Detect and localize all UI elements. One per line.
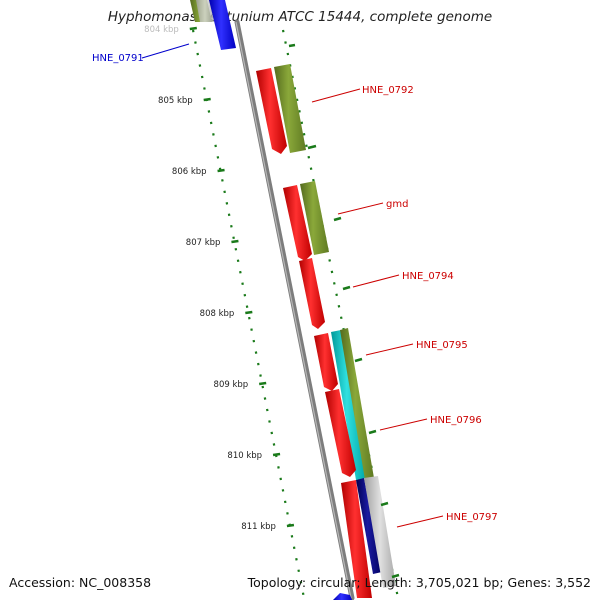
ruler-tick	[231, 239, 239, 244]
feature-hne0792-olive	[274, 64, 306, 153]
ruler-tick-label: 809 kbp	[214, 380, 249, 390]
genome-backbone	[234, 19, 355, 600]
inner-ruler-ticks: 804 kbp 805 kbp 806 kbp 807 kbp 808 kbp 809 k…	[144, 25, 295, 532]
ruler-tick-label: 811 kbp	[241, 522, 276, 532]
label-leaders	[141, 43, 444, 528]
ruler-tick	[189, 26, 197, 31]
gene-label-hne0791[interactable]: HNE_0791	[92, 53, 144, 64]
cds-gmd	[283, 185, 312, 261]
feature-hne0795-olive	[340, 328, 374, 480]
gene-label-hne0795[interactable]: HNE_0795	[416, 340, 468, 351]
ruler-tick-label: 806 kbp	[172, 167, 207, 177]
feature-grey-top	[196, 0, 214, 22]
gene-label-hne0792[interactable]: HNE_0792	[362, 85, 414, 96]
feature-hne0797-navy	[356, 478, 382, 574]
gene-label-hne0797[interactable]: HNE_0797	[446, 512, 498, 523]
accession-text: Accession: NC_008358	[9, 575, 152, 590]
ruler-tick	[272, 452, 281, 457]
ruler-tick-label: 804 kbp	[144, 25, 179, 35]
ruler-tick-label: 808 kbp	[200, 309, 235, 319]
cds-hne0792	[256, 68, 287, 154]
gene-label-hne0796[interactable]: HNE_0796	[430, 415, 482, 426]
gene-label-gmd[interactable]: gmd	[386, 199, 408, 210]
ruler-tick	[259, 381, 267, 386]
ruler-tick	[217, 168, 225, 173]
cds-hne0797	[341, 480, 372, 598]
backbone-highlight	[235, 21, 352, 599]
cds-blue-bottom	[333, 593, 352, 600]
feature-hne0795-cyan	[331, 330, 366, 480]
ruler-tick	[203, 97, 211, 102]
ruler-tick-label: 807 kbp	[186, 238, 221, 248]
ruler-tick	[286, 523, 295, 528]
feature-hne0797-grey	[364, 476, 396, 588]
genome-summary-text: Topology: circular; Length: 3,705,021 bp…	[247, 575, 591, 590]
cds-hne0796	[325, 389, 356, 477]
ruler-tick	[245, 310, 253, 315]
cds-hne0794	[299, 258, 325, 329]
ruler-tick-label: 810 kbp	[227, 451, 262, 461]
gene-label-hne0794[interactable]: HNE_0794	[402, 271, 454, 282]
cds-blue-top	[209, 0, 236, 50]
cds-hne0795	[314, 333, 338, 391]
outer-ruler-ticks	[288, 43, 400, 579]
ruler-tick-label: 805 kbp	[158, 96, 193, 106]
feature-gmd-olive	[300, 181, 329, 255]
